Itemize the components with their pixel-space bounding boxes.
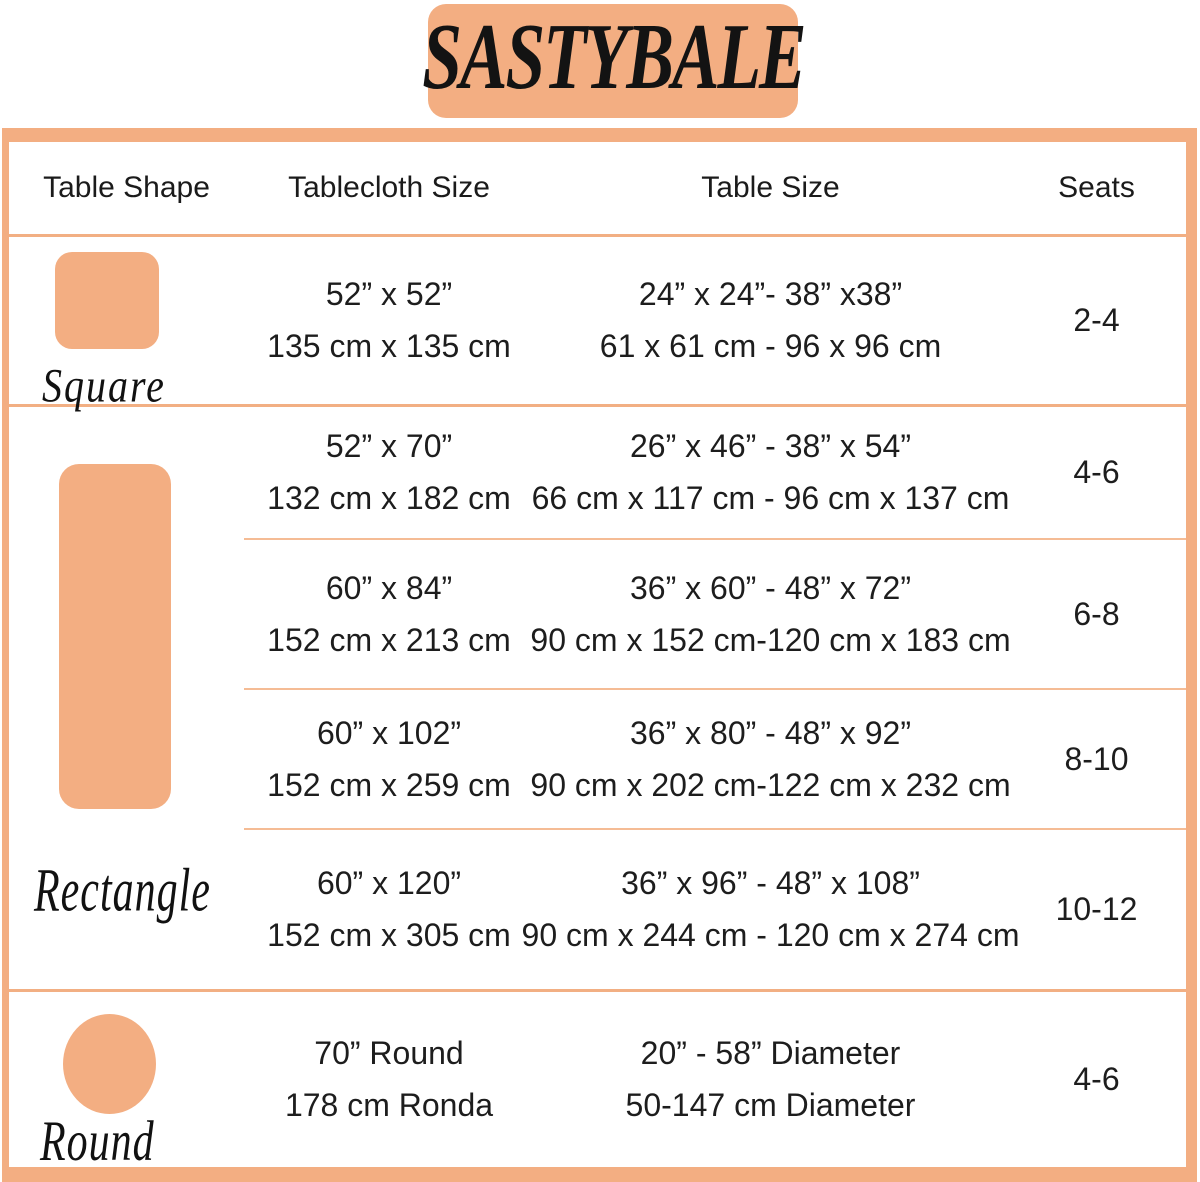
header-table-size: Table Size [701,171,840,204]
cloth-size-cell: 60” x 120” 152 cm x 305 cm [244,830,534,989]
table-size-cell: 36” x 80” - 48” x 92” 90 cm x 202 cm-122… [530,690,1010,828]
header-tablecloth-size: Tablecloth Size [288,171,490,204]
table-size-cm: 50-147 cm Diameter [625,1087,916,1123]
round-shape-icon [63,1014,156,1114]
cloth-size-cell: 52” x 70” 132 cm x 182 cm [244,407,534,538]
row-rect-60x84: 60” x 84” 152 cm x 213 cm 36” x 60” - 48… [244,540,1186,690]
round-label: Round [40,1111,155,1174]
row-rect-60x102: 60” x 102” 152 cm x 259 cm 36” x 80” - 4… [244,690,1186,830]
table-size-inches: 20” - 58” Diameter [640,1035,901,1072]
cloth-size-inches: 70” Round [314,1035,464,1072]
table-size-inches: 36” x 80” - 48” x 92” [630,714,911,751]
cloth-size-inches: 60” x 84” [325,569,453,606]
row-round: Round 70” Round 178 cm Ronda 20” - 58” D… [9,992,1186,1173]
seats-value: 2-4 [1073,302,1120,338]
cloth-size-cell: 70” Round 178 cm Ronda [244,992,534,1167]
row-rect-60x120: 60” x 120” 152 cm x 305 cm 36” x 96” - 4… [244,830,1186,989]
table-size-cell: 24” x 24”- 38” x38” 61 x 61 cm - 96 x 96… [534,237,1007,404]
cloth-size-cm: 152 cm x 213 cm [267,621,511,658]
table-size-inches: 36” x 60” - 48” x 72” [630,569,911,606]
table-size-inches: 36” x 96” - 48” x 108” [621,865,920,902]
table-size-cell: 20” - 58” Diameter 50-147 cm Diameter [534,992,1007,1167]
round-shape-cell: Round [9,992,244,1173]
table-size-cm: 90 cm x 152 cm-120 cm x 183 cm [530,621,1011,658]
cloth-size-cm: 152 cm x 259 cm [267,766,511,803]
seats-value: 4-6 [1073,454,1120,490]
cloth-size-inches: 52” x 52” [325,276,453,313]
rectangle-shape-cell: Rectangle [9,407,244,989]
seats-value: 4-6 [1073,1061,1120,1097]
header-row: Table Shape Tablecloth Size Table Size S… [9,142,1186,237]
cloth-size-cm: 132 cm x 182 cm [267,480,511,516]
table-size-cell: 36” x 96” - 48” x 108” 90 cm x 244 cm - … [522,830,1020,989]
cloth-size-inches: 52” x 70” [325,428,453,465]
brand-banner: SASTYBALE [422,4,806,118]
square-shape-icon [55,252,159,349]
square-shape-cell: Square [9,237,244,412]
cloth-size-cm: 178 cm Ronda [284,1087,494,1123]
table-size-cm: 90 cm x 202 cm-122 cm x 232 cm [530,766,1011,803]
row-group-rectangle: Rectangle 52” x 70” 132 cm x 182 cm 26” … [9,407,1186,992]
cloth-size-cell: 52” x 52” 135 cm x 135 cm [244,237,534,404]
rectangle-shape-icon [59,464,171,809]
header-table-shape: Table Shape [43,171,210,204]
rectangle-label: Rectangle [34,858,211,926]
cloth-size-inches: 60” x 102” [316,714,462,751]
table-size-cm: 61 x 61 cm - 96 x 96 cm [599,328,942,364]
rectangle-rows: 52” x 70” 132 cm x 182 cm 26” x 46” - 38… [244,407,1186,989]
square-label: Square [42,358,166,413]
cloth-size-cm: 135 cm x 135 cm [267,328,511,364]
header-seats: Seats [1058,171,1135,204]
table-size-cell: 36” x 60” - 48” x 72” 90 cm x 152 cm-120… [530,540,1010,688]
brand-title: SASTYBALE [421,5,806,110]
seats-value: 6-8 [1073,595,1120,632]
size-chart-table: Table Shape Tablecloth Size Table Size S… [2,128,1197,1182]
table-size-inches: 24” x 24”- 38” x38” [638,276,903,313]
table-size-inches: 26” x 46” - 38” x 54” [630,428,911,465]
cloth-size-cell: 60” x 102” 152 cm x 259 cm [244,690,534,828]
cloth-size-cell: 60” x 84” 152 cm x 213 cm [244,540,534,688]
row-square: Square 52” x 52” 135 cm x 135 cm 24” x 2… [9,237,1186,412]
seats-value: 8-10 [1064,740,1129,777]
seats-value: 10-12 [1055,891,1138,927]
cloth-size-inches: 60” x 120” [316,865,462,902]
table-size-cm: 90 cm x 244 cm - 120 cm x 274 cm [521,917,1020,953]
cloth-size-cm: 152 cm x 305 cm [267,917,511,953]
table-size-cell: 26” x 46” - 38” x 54” 66 cm x 117 cm - 9… [531,407,1010,538]
row-rect-52x70: 52” x 70” 132 cm x 182 cm 26” x 46” - 38… [244,407,1186,540]
table-size-cm: 66 cm x 117 cm - 96 cm x 137 cm [531,480,1010,516]
